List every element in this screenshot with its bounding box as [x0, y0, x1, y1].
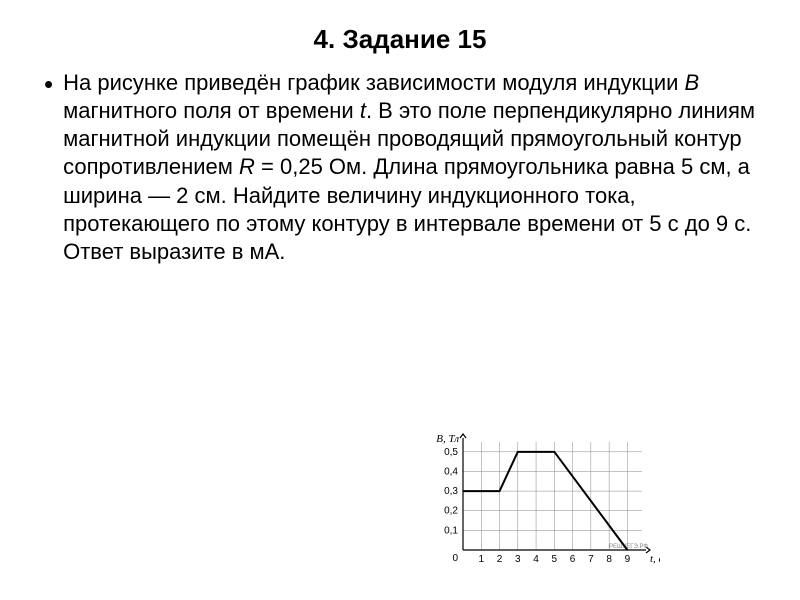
svg-text:1: 1	[478, 554, 484, 565]
svg-text:0,5: 0,5	[444, 447, 458, 458]
svg-text:0,3: 0,3	[444, 486, 458, 497]
svg-text:5: 5	[552, 554, 558, 565]
svg-text:2: 2	[497, 554, 503, 565]
task-text: На рисунке приведён график зависимости м…	[63, 69, 756, 266]
line-chart: 0,1 0,2 0,3 0,4 0,5 1 2 3 4 5 6 7 8 9 0 B, Тл t, сРЕШУЕГ…	[430, 430, 660, 570]
chart-container: 0,1 0,2 0,3 0,4 0,5 1 2 3 4 5 6 7 8 9 0 B, Тл t, сРЕШУЕГ…	[430, 430, 660, 570]
svg-text:7: 7	[588, 554, 594, 565]
page-title: 4. Задание 15	[44, 24, 756, 55]
svg-text:B, Тл: B, Тл	[436, 433, 459, 445]
task-content: • На рисунке приведён график зависимости…	[44, 69, 756, 266]
svg-text:0: 0	[452, 553, 458, 564]
svg-text:0,1: 0,1	[444, 525, 458, 536]
svg-text:3: 3	[515, 554, 521, 565]
svg-text:РЕШУЕГЭ.РФ: РЕШУЕГЭ.РФ	[609, 544, 648, 550]
svg-text:0,2: 0,2	[444, 506, 458, 517]
bullet-icon: •	[44, 71, 53, 97]
svg-text:4: 4	[533, 554, 539, 565]
svg-text:0,4: 0,4	[444, 466, 458, 477]
svg-text:6: 6	[570, 554, 576, 565]
svg-text:t, с: t, с	[650, 553, 660, 565]
svg-text:8: 8	[606, 554, 612, 565]
svg-text:9: 9	[625, 554, 631, 565]
